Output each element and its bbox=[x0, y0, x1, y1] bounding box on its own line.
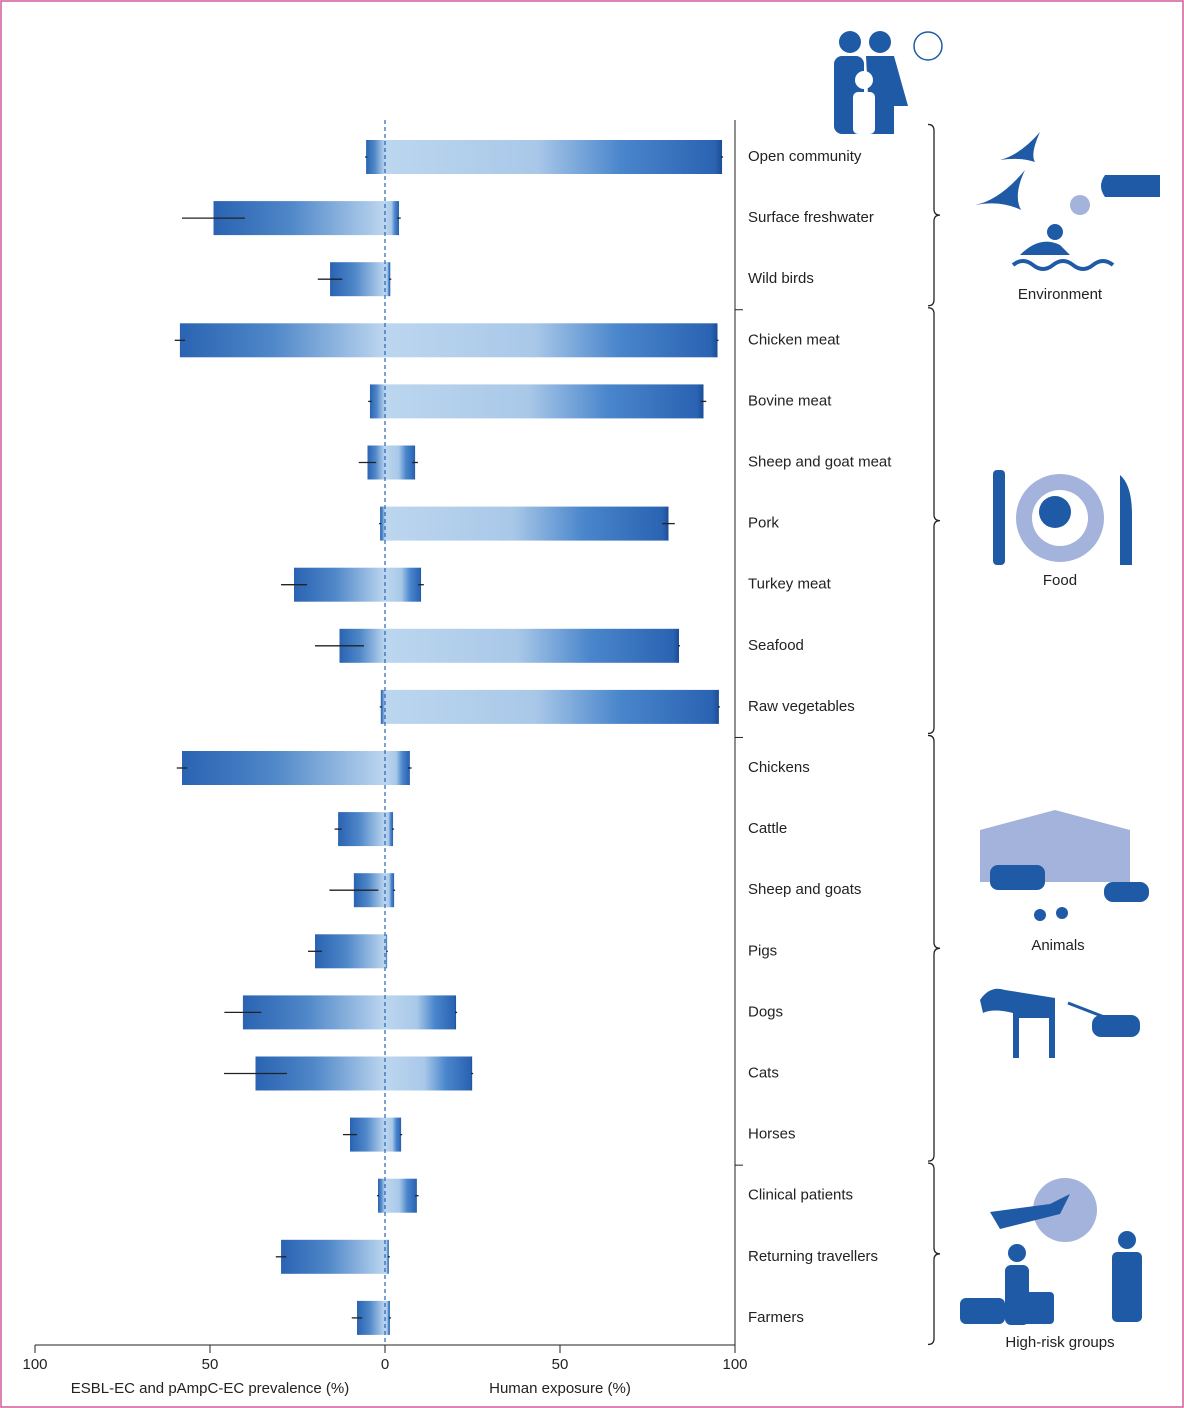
exposure-bar bbox=[385, 751, 410, 785]
category-label: Chicken meat bbox=[748, 331, 841, 348]
prevalence-bar bbox=[182, 751, 385, 785]
x-tick-label: 100 bbox=[722, 1356, 747, 1373]
exposure-bar bbox=[385, 201, 399, 236]
prevalence-bar bbox=[378, 1178, 385, 1213]
category-label: Bovine meat bbox=[748, 392, 832, 409]
category-label: Farmers bbox=[748, 1309, 804, 1326]
group-label: Animals bbox=[1031, 937, 1084, 954]
group-label: Food bbox=[1043, 572, 1077, 589]
exposure-bar bbox=[385, 934, 388, 969]
category-label: Cats bbox=[748, 1064, 779, 1081]
exposure-bar bbox=[385, 628, 679, 663]
x-axis-label: Human exposure (%) bbox=[489, 1380, 631, 1397]
exposure-bar bbox=[385, 812, 394, 847]
prevalence-bar bbox=[294, 567, 385, 602]
category-label: Seafood bbox=[748, 637, 804, 654]
category-label: Horses bbox=[748, 1126, 796, 1143]
group-brace bbox=[927, 734, 941, 1162]
exposure-bar bbox=[385, 1239, 389, 1274]
group-label: High-risk groups bbox=[1005, 1334, 1114, 1351]
prevalence-bar bbox=[380, 506, 385, 541]
exposure-bar bbox=[385, 1117, 402, 1152]
exposure-bar bbox=[385, 567, 422, 602]
x-tick-label: 0 bbox=[381, 1356, 389, 1373]
prevalence-bar bbox=[242, 995, 385, 1030]
category-label: Pigs bbox=[748, 942, 777, 959]
exposure-bar bbox=[385, 384, 704, 419]
category-label: Chickens bbox=[748, 759, 810, 776]
prevalence-bar bbox=[380, 689, 385, 724]
exposure-bar bbox=[385, 323, 718, 358]
category-label: Turkey meat bbox=[748, 576, 832, 593]
group-brace bbox=[927, 123, 941, 307]
category-label: Cattle bbox=[748, 820, 787, 837]
exposure-bar bbox=[385, 873, 395, 908]
exposure-bar bbox=[385, 1056, 473, 1091]
exposure-bar bbox=[385, 506, 669, 541]
icons bbox=[834, 31, 1160, 1325]
category-label: Returning travellers bbox=[748, 1248, 878, 1265]
prevalence-bar bbox=[369, 384, 385, 419]
x-axis-label: ESBL-EC and pAmpC-EC prevalence (%) bbox=[71, 1380, 349, 1397]
prevalence-bar bbox=[366, 140, 385, 174]
exposure-bar bbox=[385, 1178, 417, 1213]
category-label: Pork bbox=[748, 515, 779, 532]
exposure-bar bbox=[385, 445, 416, 480]
exposure-bar bbox=[385, 689, 719, 724]
exposure-bar bbox=[385, 1300, 390, 1335]
x-tick-label: 50 bbox=[202, 1356, 219, 1373]
exposure-bar bbox=[385, 140, 723, 174]
exposure-bar bbox=[385, 995, 457, 1030]
category-label: Sheep and goats bbox=[748, 881, 861, 898]
group-brace bbox=[927, 1162, 941, 1346]
prevalence-bar bbox=[281, 1239, 385, 1274]
x-tick-label: 50 bbox=[552, 1356, 569, 1373]
group-label: Environment bbox=[1018, 286, 1103, 303]
category-label: Raw vegetables bbox=[748, 698, 855, 715]
category-label: Sheep and goat meat bbox=[748, 453, 892, 470]
category-label: Open community bbox=[748, 148, 862, 165]
prevalence-bar bbox=[315, 934, 385, 969]
category-label: Surface freshwater bbox=[748, 209, 874, 226]
exposure-bar bbox=[385, 262, 391, 297]
category-label: Clinical patients bbox=[748, 1187, 853, 1204]
prevalence-bar bbox=[338, 812, 385, 847]
x-tick-label: 100 bbox=[22, 1356, 47, 1373]
category-label: Wild birds bbox=[748, 270, 814, 287]
category-label: Dogs bbox=[748, 1003, 783, 1020]
prevalence-bar bbox=[179, 323, 385, 358]
group-brace bbox=[927, 307, 941, 735]
